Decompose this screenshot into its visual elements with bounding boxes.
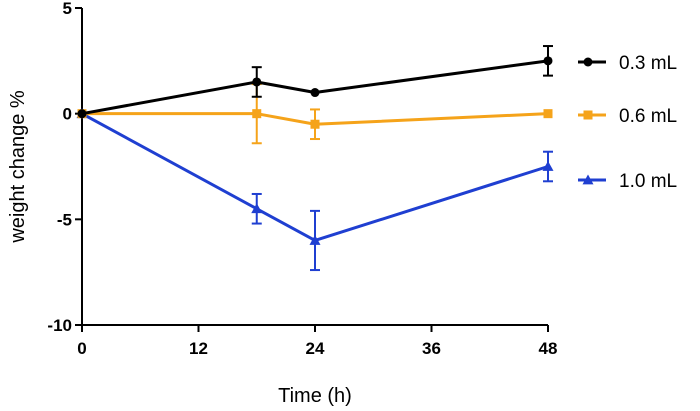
y-axis-title: weight change % [7, 90, 29, 244]
legend-item: 0.6 mL [578, 106, 677, 127]
x-tick-label: 0 [77, 339, 86, 358]
legend-item: 0.3 mL [578, 53, 677, 74]
axes: 5 0 -5 -10 0 12 24 36 48 [47, 0, 557, 358]
data-point [542, 161, 554, 171]
x-tick-label: 48 [539, 339, 558, 358]
y-tick-label: -5 [57, 210, 72, 229]
x-axis-title: Time (h) [278, 385, 352, 407]
data-point [252, 109, 262, 119]
legend-item: 1.0 mL [578, 171, 677, 192]
legend-label: 0.3 mL [619, 53, 677, 74]
legend: 0.3 mL 0.6 mL 1.0 mL [578, 53, 677, 192]
legend-label: 0.6 mL [619, 106, 677, 127]
y-tick-label: 0 [63, 105, 72, 124]
x-tick-label: 36 [422, 339, 441, 358]
series [76, 45, 554, 272]
series-line [82, 112, 549, 126]
legend-marker [583, 57, 593, 67]
data-point [77, 109, 87, 119]
y-tick-label: -10 [47, 316, 72, 335]
legend-marker [583, 110, 593, 120]
data-point [310, 119, 320, 129]
series-0-3-ml [77, 45, 553, 119]
data-point [251, 203, 263, 214]
legend-label: 1.0 mL [619, 171, 677, 192]
legend-marker [582, 174, 594, 185]
data-point [543, 56, 553, 66]
data-point [310, 88, 320, 98]
series-line [81, 112, 549, 242]
y-tick-label: 5 [63, 0, 72, 18]
series-line [81, 59, 549, 116]
data-point [252, 77, 262, 87]
data-point [543, 109, 553, 119]
x-tick-label: 24 [306, 339, 325, 358]
x-tick-label: 12 [189, 339, 208, 358]
data-point [309, 234, 321, 245]
